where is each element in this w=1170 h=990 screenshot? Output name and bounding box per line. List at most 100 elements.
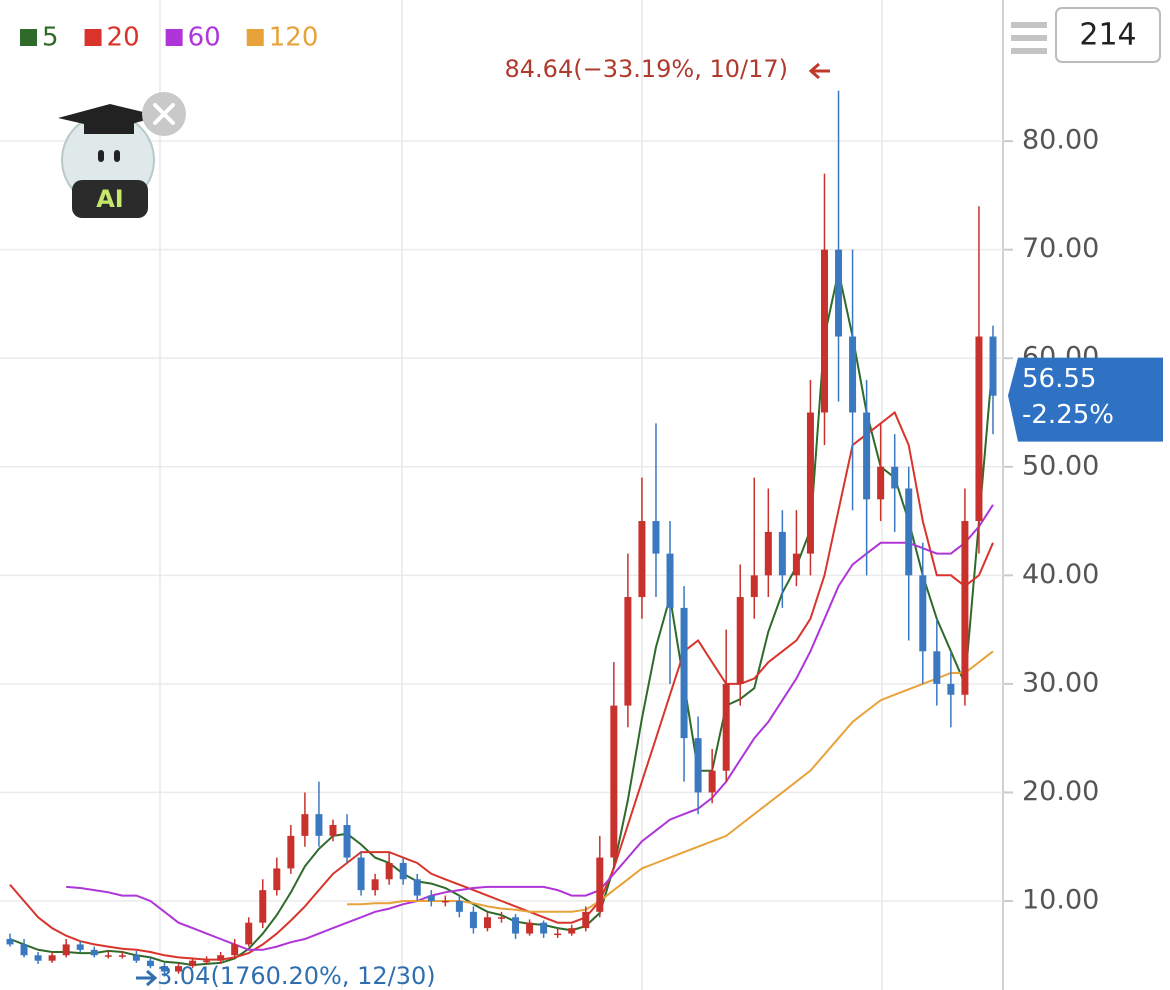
- candle-body: [820, 249, 828, 413]
- candle-body: [498, 917, 505, 919]
- candle-body: [708, 770, 716, 793]
- candle-body: [427, 895, 435, 901]
- candle-body: [778, 531, 786, 576]
- menu-icon[interactable]: [1011, 22, 1047, 54]
- candle-body: [582, 911, 590, 929]
- min-arrow: [136, 969, 158, 987]
- candle-body: [905, 488, 913, 576]
- candle-body: [680, 607, 688, 739]
- candle-body: [512, 917, 520, 934]
- menu-bar: [1011, 22, 1047, 28]
- candles: [6, 90, 997, 977]
- candle-body: [118, 955, 126, 957]
- candle-body: [638, 521, 646, 598]
- candle-body: [203, 960, 211, 963]
- candle-body: [62, 944, 70, 956]
- candle-body: [877, 466, 885, 500]
- menu-bar: [1011, 35, 1047, 41]
- tag-shape: [1008, 357, 1163, 442]
- candle-body: [540, 922, 548, 934]
- candle-body: [483, 917, 491, 929]
- y-tick-label: 70.00: [1022, 233, 1099, 264]
- candle-body: [20, 944, 28, 956]
- candle-body: [357, 857, 365, 891]
- period-count: 214: [1079, 18, 1136, 53]
- candle-body: [961, 521, 969, 695]
- candle-body: [919, 575, 927, 652]
- ai-assistant[interactable]: AI: [58, 92, 186, 218]
- legend-swatch: [165, 29, 183, 46]
- candle-body: [146, 960, 154, 967]
- candle-body: [34, 955, 42, 961]
- candle-body: [610, 705, 618, 858]
- ai-eye: [98, 150, 104, 162]
- candle-body: [975, 336, 983, 522]
- legend-swatch: [246, 29, 264, 46]
- legend-label: 5: [42, 23, 59, 53]
- candle-body: [792, 553, 800, 576]
- y-tick-label: 20.00: [1022, 776, 1099, 807]
- candle-body: [455, 900, 463, 912]
- y-tick-label: 10.00: [1022, 884, 1099, 915]
- candle-body: [666, 553, 674, 608]
- y-tick-label: 30.00: [1022, 667, 1099, 698]
- ma-line: [9, 410, 994, 961]
- min-annotation: 3.04(1760.20%, 12/30): [157, 962, 436, 990]
- candle-body: [76, 944, 84, 950]
- max-arrow: [808, 62, 830, 80]
- max-annotation: 84.64(−33.19%, 10/17): [505, 55, 788, 83]
- candle-body: [441, 900, 449, 903]
- ai-label: AI: [96, 185, 124, 213]
- y-tick-label: 40.00: [1022, 559, 1099, 590]
- candle-body: [329, 825, 337, 836]
- candle-body: [90, 949, 98, 956]
- y-tick-label: 50.00: [1022, 450, 1099, 481]
- candle-body: [526, 922, 534, 934]
- candle-body: [104, 955, 112, 957]
- y-tick-label: 80.00: [1022, 125, 1099, 156]
- candle-body: [469, 911, 477, 929]
- candle-body: [399, 862, 407, 880]
- candle-body: [652, 521, 660, 554]
- period-box[interactable]: [1055, 7, 1161, 63]
- ma-lines: [9, 271, 994, 967]
- candle-body: [722, 683, 730, 771]
- ai-cap-base: [84, 118, 134, 134]
- legend-label: 20: [107, 23, 140, 53]
- price-tag-value: 56.55: [1022, 364, 1096, 394]
- price-tag-change: -2.25%: [1022, 400, 1114, 430]
- candle-body: [891, 466, 899, 489]
- candle-body: [596, 857, 604, 912]
- candle-body: [849, 336, 857, 413]
- candle-body: [933, 651, 941, 684]
- candle-body: [132, 955, 140, 961]
- candle-body: [217, 955, 225, 961]
- price-tag: 56.55 -2.25%: [1008, 357, 1163, 442]
- candle-body: [624, 597, 632, 706]
- candle-body: [989, 336, 997, 396]
- candle-body: [947, 683, 955, 695]
- ai-eye: [114, 150, 120, 162]
- candle-body: [806, 412, 814, 554]
- ai-sign: [72, 180, 148, 218]
- legend: 5 20 60 120: [20, 23, 318, 53]
- candle-body: [385, 862, 393, 880]
- candle-body: [6, 938, 14, 945]
- candle-body: [764, 531, 772, 576]
- legend-swatch: [84, 29, 102, 46]
- ai-cap: [58, 104, 160, 130]
- candle-body: [315, 814, 323, 836]
- candle-body: [736, 597, 744, 684]
- candle-body: [189, 960, 197, 967]
- legend-swatch: [20, 29, 37, 46]
- candle-body: [245, 922, 253, 945]
- candle-body: [750, 575, 758, 598]
- candle-body: [835, 249, 843, 337]
- candle-body: [273, 868, 281, 891]
- candle-body: [301, 814, 309, 836]
- ma-line: [66, 504, 994, 951]
- candle-body: [568, 928, 576, 934]
- legend-label: 120: [269, 23, 319, 53]
- menu-bar: [1011, 48, 1047, 54]
